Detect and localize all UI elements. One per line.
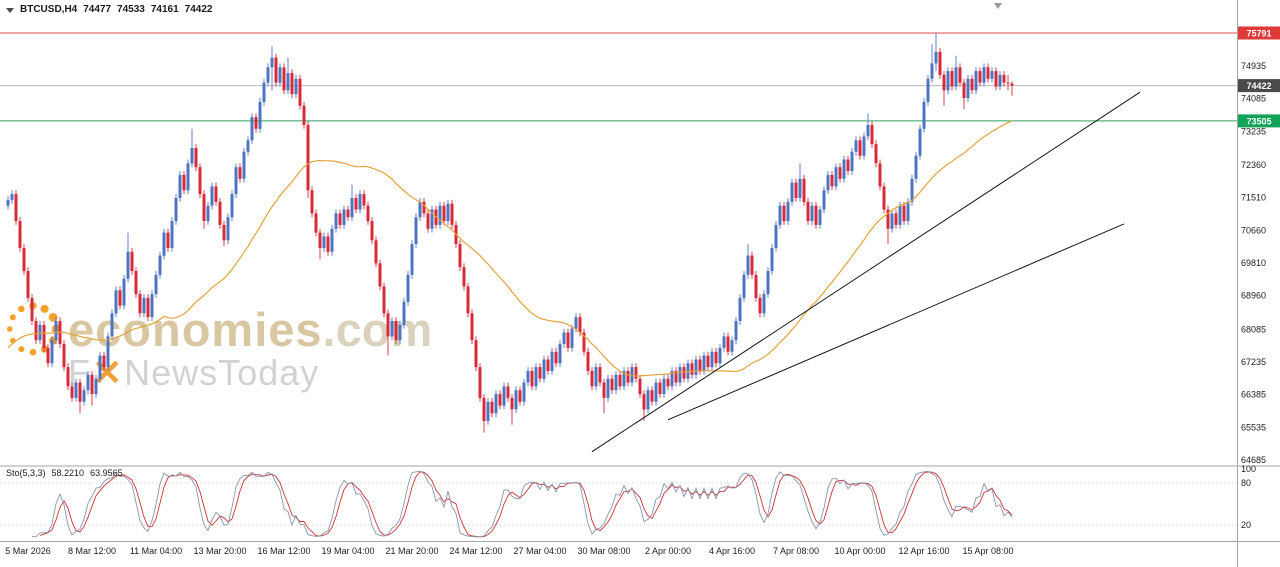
svg-text:75791: 75791 <box>1246 28 1271 38</box>
svg-text:12 Apr 16:00: 12 Apr 16:00 <box>898 546 949 556</box>
svg-text:80: 80 <box>1241 478 1251 488</box>
svg-text:74935: 74935 <box>1241 61 1266 71</box>
svg-text:68960: 68960 <box>1241 291 1266 301</box>
svg-text:73235: 73235 <box>1241 126 1266 136</box>
price-chart-area[interactable] <box>0 20 1237 466</box>
watermark-tld: .com <box>322 302 433 356</box>
svg-text:2 Apr 00:00: 2 Apr 00:00 <box>645 546 691 556</box>
stochastic-name: Sto(5,3,3) <box>6 468 46 478</box>
svg-text:64685: 64685 <box>1241 455 1266 465</box>
svg-text:15 Apr 08:00: 15 Apr 08:00 <box>962 546 1013 556</box>
svg-text:72360: 72360 <box>1241 160 1266 170</box>
svg-text:13 Mar 20:00: 13 Mar 20:00 <box>193 546 246 556</box>
stochastic-k-value: 58.2210 <box>51 468 85 478</box>
svg-text:4 Apr 16:00: 4 Apr 16:00 <box>709 546 755 556</box>
svg-text:19 Mar 04:00: 19 Mar 04:00 <box>321 546 374 556</box>
svg-text:70660: 70660 <box>1241 225 1266 235</box>
svg-text:100: 100 <box>1241 464 1256 474</box>
economies-logo-icon <box>6 302 61 356</box>
svg-text:24 Mar 12:00: 24 Mar 12:00 <box>449 546 502 556</box>
svg-text:73505: 73505 <box>1246 116 1271 126</box>
svg-text:20: 20 <box>1241 520 1251 530</box>
price-axis[interactable] <box>1237 0 1280 567</box>
watermark-sub-f: F <box>68 352 91 393</box>
svg-text:66385: 66385 <box>1241 390 1266 400</box>
svg-text:8 Mar 12:00: 8 Mar 12:00 <box>68 546 116 556</box>
time-axis[interactable] <box>0 542 1237 567</box>
ohlc-low: 74161 <box>150 4 179 15</box>
ohlc-high: 74533 <box>117 4 145 15</box>
watermark: economies .com F✕NewsToday <box>4 300 432 394</box>
svg-text:74085: 74085 <box>1241 94 1266 104</box>
ohlc-close: 74422 <box>184 4 213 15</box>
svg-text:11 Mar 04:00: 11 Mar 04:00 <box>130 546 182 556</box>
svg-text:74422: 74422 <box>1246 81 1271 91</box>
chart-shift-marker-icon[interactable] <box>994 3 1002 9</box>
svg-text:68085: 68085 <box>1241 324 1266 334</box>
svg-text:5 Mar 2026: 5 Mar 2026 <box>5 546 51 556</box>
chart-title-bar: BTCUSD,H4 74477 74533 74161 74422 <box>6 4 212 15</box>
svg-text:7 Apr 08:00: 7 Apr 08:00 <box>773 546 819 556</box>
svg-text:71510: 71510 <box>1241 193 1266 203</box>
watermark-sub-rest: NewsToday <box>124 352 320 393</box>
ohlc-open: 74477 <box>83 4 112 15</box>
symbol-dropdown-icon[interactable] <box>6 7 14 13</box>
svg-text:16 Mar 12:00: 16 Mar 12:00 <box>257 546 310 556</box>
stochastic-d-value: 63.9565 <box>90 468 123 478</box>
svg-text:65535: 65535 <box>1241 422 1266 432</box>
stochastic-label: Sto(5,3,3) 58.2210 63.9565 <box>6 468 129 478</box>
watermark-brand: economies <box>68 302 323 356</box>
svg-text:10 Apr 00:00: 10 Apr 00:00 <box>834 546 885 556</box>
svg-text:21 Mar 20:00: 21 Mar 20:00 <box>385 546 438 556</box>
svg-text:67235: 67235 <box>1241 357 1266 367</box>
svg-text:69810: 69810 <box>1241 258 1266 268</box>
symbol-timeframe-label: BTCUSD,H4 <box>20 4 78 15</box>
svg-text:27 Mar 04:00: 27 Mar 04:00 <box>513 546 566 556</box>
svg-text:30 Mar 08:00: 30 Mar 08:00 <box>577 546 630 556</box>
stochastic-panel-area[interactable] <box>0 466 1237 541</box>
